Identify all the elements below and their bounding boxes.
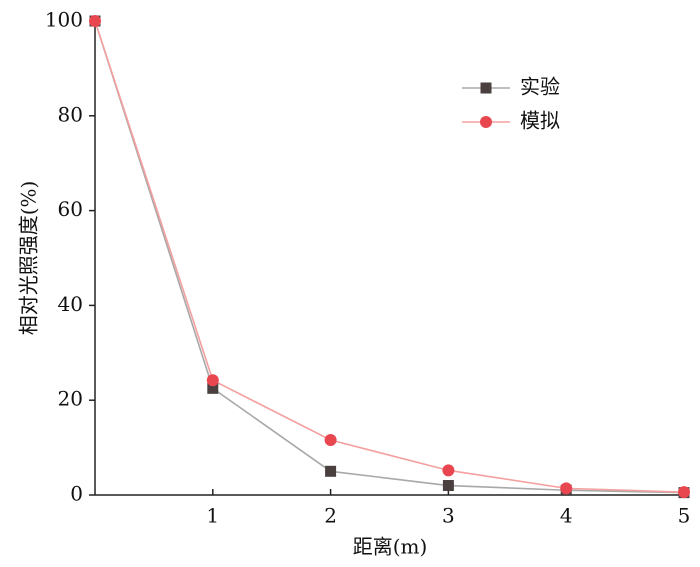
x-tick-label: 3 bbox=[442, 504, 455, 528]
marker bbox=[324, 434, 337, 447]
marker bbox=[678, 486, 690, 499]
marker bbox=[442, 464, 455, 477]
marker bbox=[207, 382, 219, 394]
y-tick-label: 100 bbox=[45, 8, 83, 32]
legend-marker bbox=[480, 82, 492, 94]
y-tick-label: 0 bbox=[70, 482, 83, 506]
marker bbox=[206, 374, 219, 387]
legend-label: 实验 bbox=[520, 75, 560, 99]
x-tick-label: 1 bbox=[206, 504, 219, 528]
y-tick-label: 80 bbox=[58, 102, 83, 126]
x-axis-label: 距离(m) bbox=[353, 535, 428, 559]
x-tick-label: 2 bbox=[324, 504, 337, 528]
series-line bbox=[94, 20, 685, 494]
x-tick-label: 4 bbox=[560, 504, 573, 528]
y-tick-label: 60 bbox=[58, 197, 83, 221]
y-tick-label: 40 bbox=[58, 292, 83, 316]
marker bbox=[325, 465, 337, 477]
marker bbox=[442, 480, 454, 492]
legend-label: 模拟 bbox=[520, 109, 560, 133]
y-tick-label: 20 bbox=[58, 387, 83, 411]
series-line bbox=[94, 20, 685, 493]
marker bbox=[560, 482, 573, 495]
x-tick-label: 5 bbox=[678, 504, 691, 528]
marker bbox=[89, 15, 101, 27]
legend-marker bbox=[480, 116, 492, 128]
y-axis-label: 相对光照强度(%) bbox=[17, 181, 41, 336]
